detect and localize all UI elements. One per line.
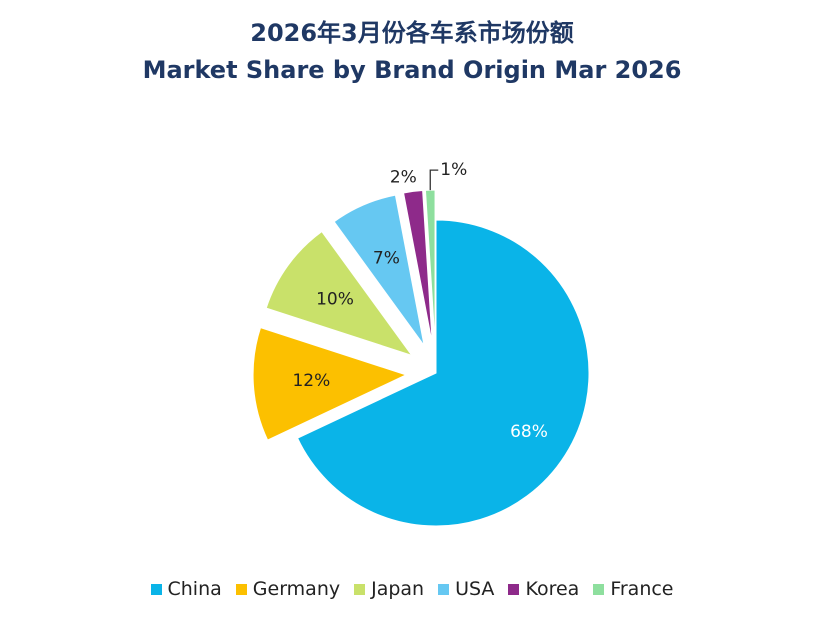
legend-item-korea: Korea: [508, 578, 579, 600]
data-label-china: 68%: [510, 422, 548, 442]
data-label-france: 1%: [440, 160, 467, 180]
legend-swatch-germany: [235, 583, 247, 595]
pie-slice-germany: [252, 326, 408, 441]
legend-swatch-korea: [508, 583, 520, 595]
data-label-germany: 12%: [292, 371, 330, 391]
chart-title: 2026年3月份各车系市场份额: [250, 19, 574, 47]
legend-label-france: France: [610, 578, 674, 600]
legend-label-china: China: [167, 578, 222, 600]
legend-swatch-japan: [354, 583, 366, 595]
legend-swatch-china: [150, 583, 162, 595]
pie-slice-usa: [333, 194, 425, 346]
legend-item-france: France: [593, 578, 674, 600]
chart-subtitle: Market Share by Brand Origin Mar 2026: [142, 56, 682, 84]
pie-chart: 68% 12% 10% 7% 2% 1%: [252, 160, 590, 527]
pie-slice-france: [424, 189, 436, 344]
legend-label-germany: Germany: [252, 578, 341, 600]
leader-line-france: [429, 169, 439, 191]
legend-item-china: China: [150, 578, 222, 600]
legend-item-usa: USA: [438, 578, 494, 600]
legend-swatch-usa: [438, 583, 450, 595]
data-label-japan: 10%: [316, 290, 354, 310]
pie-slice-japan: [265, 230, 414, 357]
legend-swatch-france: [593, 583, 605, 595]
legend-label-usa: USA: [455, 578, 495, 600]
data-label-korea: 2%: [390, 168, 417, 188]
chart-legend: China Germany Japan USA Korea France: [0, 578, 824, 600]
pie-slice-korea: [402, 190, 433, 344]
pie-slice-china: [296, 219, 590, 527]
legend-label-japan: Japan: [371, 578, 425, 600]
legend-label-korea: Korea: [525, 578, 580, 600]
legend-item-japan: Japan: [354, 578, 424, 600]
legend-item-germany: Germany: [235, 578, 341, 600]
data-label-usa: 7%: [373, 248, 400, 268]
